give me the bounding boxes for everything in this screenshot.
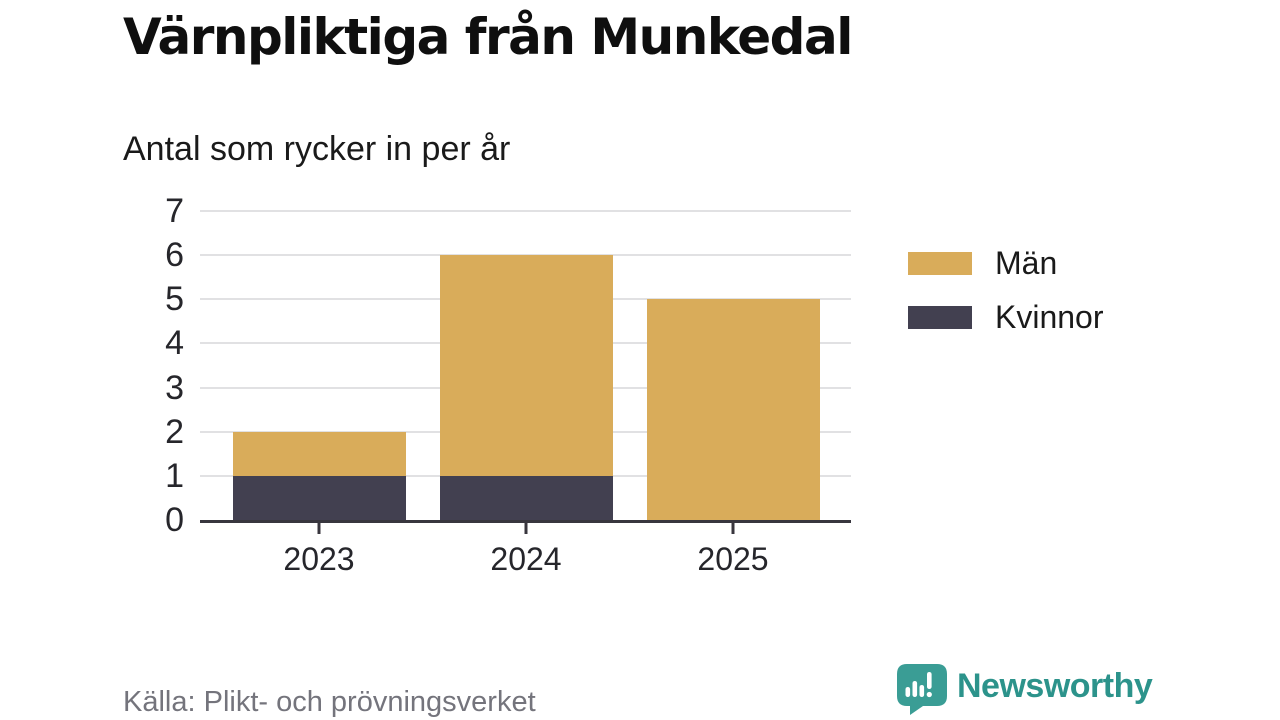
legend-swatch-kvinnor bbox=[908, 305, 972, 329]
legend-swatch-män bbox=[908, 251, 972, 275]
bar-2023-män bbox=[232, 431, 406, 476]
x-axis-tick-label-2023: 2023 bbox=[283, 541, 355, 577]
y-axis-tick-label-4: 4 bbox=[165, 324, 184, 363]
x-axis-tickmark-2024 bbox=[524, 523, 528, 534]
branding-name: Newsworthy bbox=[957, 667, 1153, 705]
gridline-y7 bbox=[200, 210, 851, 212]
x-axis-tick-label-2025: 2025 bbox=[697, 541, 769, 577]
x-axis-tickmark-2023 bbox=[317, 523, 321, 534]
bar-2024-kvinnor bbox=[439, 475, 613, 520]
legend-label-kvinnor: Kvinnor bbox=[995, 299, 1104, 335]
y-axis-tick-label-5: 5 bbox=[165, 280, 184, 319]
y-axis-tick-label-7: 7 bbox=[165, 192, 184, 230]
y-axis-tick-label-0: 0 bbox=[165, 501, 184, 539]
bar-2025-män bbox=[646, 299, 820, 520]
x-axis-tick-label-2024: 2024 bbox=[490, 541, 562, 577]
legend-item-män: Män bbox=[908, 247, 1104, 279]
chart-title: Värnpliktiga från Munkedal bbox=[123, 8, 853, 66]
bar-2023-kvinnor bbox=[232, 475, 406, 520]
legend-item-kvinnor: Kvinnor bbox=[908, 301, 1104, 333]
chart-subtitle: Antal som rycker in per år bbox=[123, 130, 511, 168]
newsworthy-logo-icon bbox=[897, 664, 947, 715]
bar-2024-män bbox=[439, 255, 613, 476]
plot-area: 0 1 2 3 4 5 6 7 2023 2024 2025 bbox=[165, 194, 851, 577]
y-axis-tick-label-6: 6 bbox=[165, 236, 184, 275]
y-axis-tick-label-2: 2 bbox=[165, 412, 184, 451]
gridline-y6 bbox=[200, 254, 851, 257]
source-note: Källa: Plikt- och prövningsverket bbox=[123, 686, 536, 718]
legend-label-män: Män bbox=[995, 245, 1058, 281]
branding: Newsworthy bbox=[897, 664, 1153, 715]
legend: Män Kvinnor bbox=[908, 247, 1104, 355]
x-axis-tickmark-2025 bbox=[731, 523, 735, 534]
y-axis-tick-label-3: 3 bbox=[165, 368, 184, 407]
y-axis-tick-label-1: 1 bbox=[165, 456, 184, 495]
